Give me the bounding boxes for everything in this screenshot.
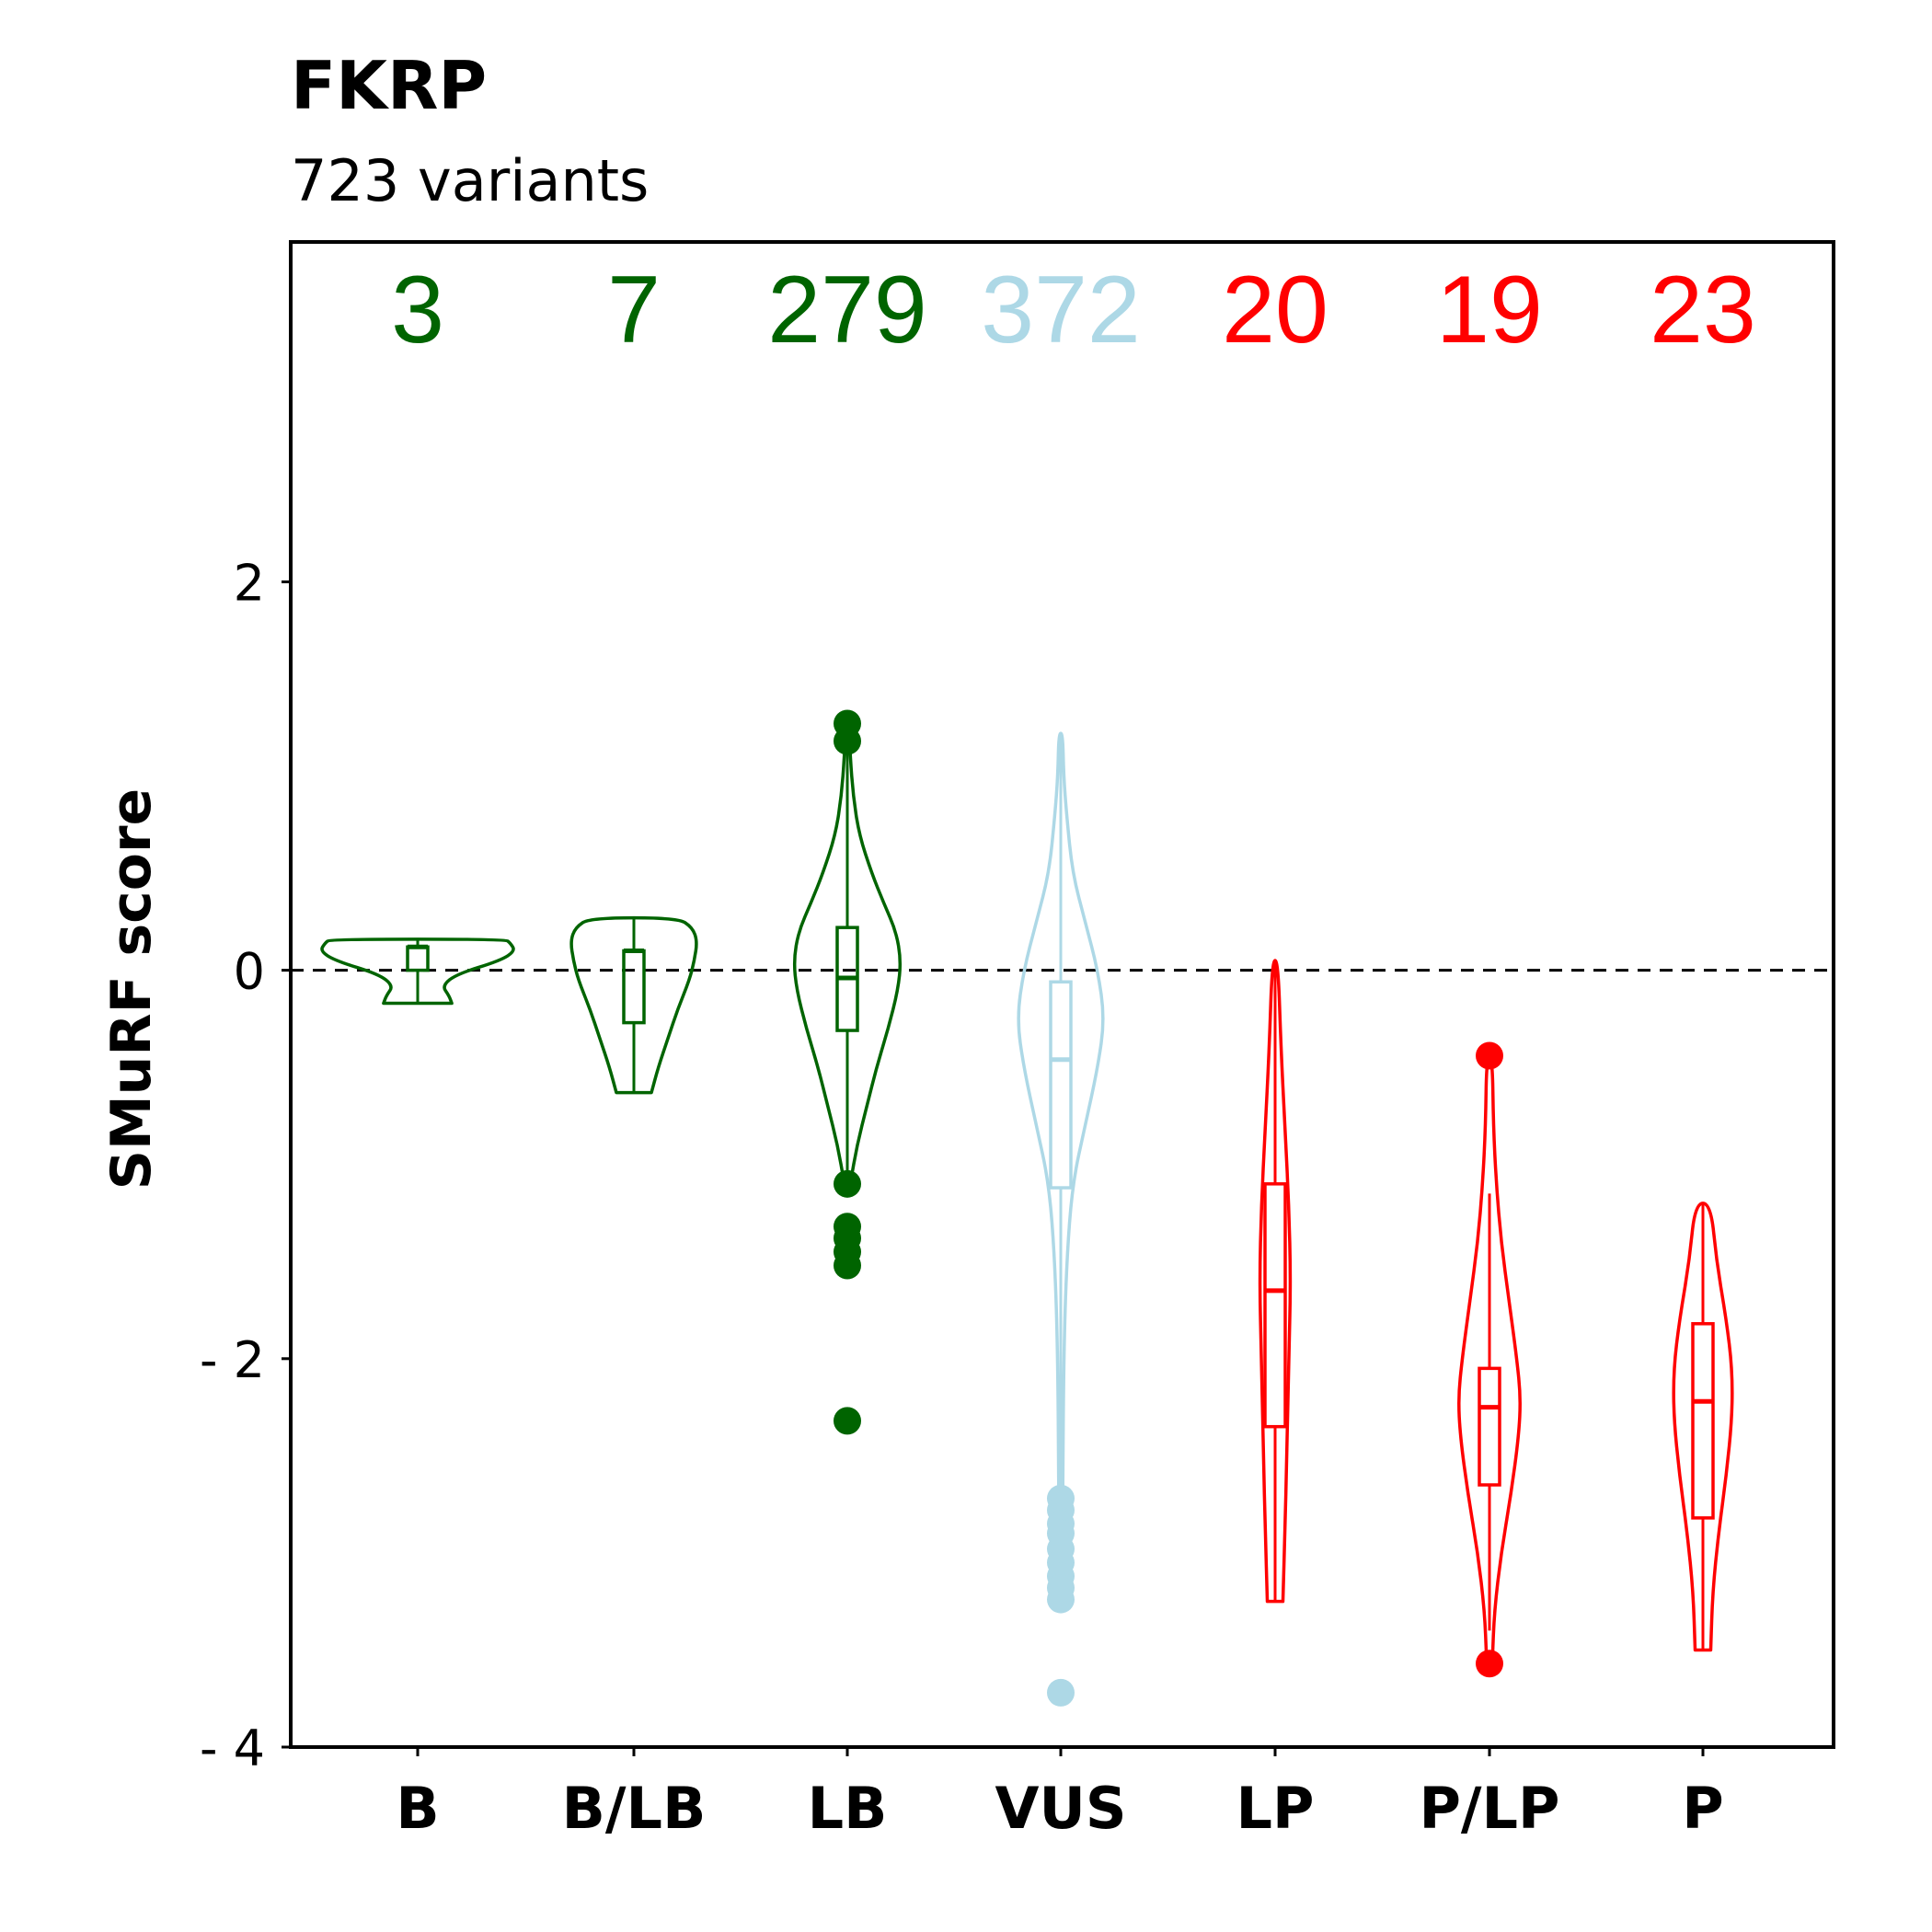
violin-shape xyxy=(320,937,515,1006)
violin-shape xyxy=(1258,959,1293,1604)
outlier-point xyxy=(834,727,861,755)
outlier-point xyxy=(1476,1650,1503,1678)
y-tick-label: 2 xyxy=(234,554,265,612)
x-tick-label: P xyxy=(1682,1775,1723,1842)
x-tick-label: B xyxy=(396,1775,439,1842)
outlier-point xyxy=(834,1169,861,1198)
violin-shape xyxy=(1672,1202,1734,1652)
chart-subtitle: 723 variants xyxy=(291,147,649,214)
box xyxy=(406,945,430,972)
violin-group-p-lp xyxy=(1457,1041,1522,1678)
violin-shape xyxy=(1017,731,1105,1506)
x-tick-label: P/LP xyxy=(1419,1775,1559,1842)
violin-group-p xyxy=(1672,1202,1734,1652)
x-tick-label: LB xyxy=(808,1775,888,1842)
count-label: 279 xyxy=(767,257,927,363)
violin-group-lb xyxy=(792,709,903,1435)
x-tick-label: B/LB xyxy=(562,1775,707,1842)
box xyxy=(1691,1322,1715,1520)
outlier-point xyxy=(834,1407,861,1435)
y-tick-label: 0 xyxy=(234,943,265,1001)
box xyxy=(1478,1366,1501,1487)
x-tick-label: LP xyxy=(1236,1775,1315,1842)
count-label: 3 xyxy=(391,257,444,363)
y-tick-label: - 4 xyxy=(200,1719,265,1777)
violin-group-b-lb xyxy=(569,915,698,1095)
box xyxy=(622,949,646,1025)
count-label: 20 xyxy=(1222,257,1328,363)
violin-shape xyxy=(569,915,698,1095)
count-label: 372 xyxy=(981,257,1141,363)
y-tick-label: - 2 xyxy=(200,1331,265,1389)
violin-group-b xyxy=(320,937,515,1006)
outlier-point xyxy=(1476,1041,1503,1070)
y-axis-label: SMuRF score xyxy=(99,788,164,1190)
chart-title: FKRP xyxy=(291,47,487,124)
outlier-point xyxy=(1047,1678,1075,1707)
plot-area xyxy=(291,709,1834,1707)
outlier-point xyxy=(834,1251,861,1280)
outlier-point xyxy=(1047,1585,1075,1614)
count-label: 19 xyxy=(1436,257,1543,363)
box xyxy=(1049,980,1073,1190)
box xyxy=(1263,1182,1287,1429)
violin-group-lp xyxy=(1258,959,1293,1604)
x-tick-label: VUS xyxy=(995,1775,1127,1842)
violin-group-vus xyxy=(1017,731,1105,1707)
count-label: 23 xyxy=(1650,257,1756,363)
count-label: 7 xyxy=(607,257,661,363)
